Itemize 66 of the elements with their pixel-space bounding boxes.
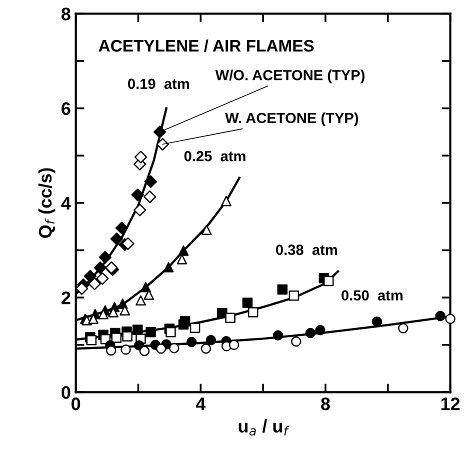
point <box>217 308 228 318</box>
point <box>291 336 302 347</box>
annotation: 0.19 atm <box>128 78 189 89</box>
point <box>288 290 300 301</box>
annotation: 0.50 atm <box>342 290 403 301</box>
point <box>86 334 97 346</box>
y-tick-label: 6 <box>62 102 70 116</box>
point <box>225 312 236 324</box>
point <box>136 295 146 306</box>
point <box>315 325 326 336</box>
point <box>110 232 124 246</box>
point <box>75 282 88 295</box>
point <box>156 344 166 354</box>
point <box>180 316 190 326</box>
x-tick-label: 4 <box>196 398 206 410</box>
x-axis-title: u$_{a}$ / u$_{f}$ <box>238 419 290 436</box>
point <box>248 307 258 318</box>
point <box>122 237 134 250</box>
point <box>131 188 144 202</box>
y-tick-label: 2 <box>62 291 70 304</box>
annotation: 0.25 atm <box>184 150 246 162</box>
point <box>166 326 176 338</box>
point <box>84 270 97 283</box>
annotation: 0.38 atm <box>276 244 337 256</box>
point <box>372 316 382 327</box>
point <box>323 276 334 286</box>
point <box>94 261 107 274</box>
x-tick-label: 0 <box>72 398 80 410</box>
point <box>242 298 253 308</box>
point <box>120 344 131 355</box>
point <box>163 262 174 272</box>
point <box>96 272 109 285</box>
point <box>277 284 288 295</box>
point <box>133 204 146 216</box>
point <box>206 334 216 346</box>
point <box>122 331 132 342</box>
y-tick-label: 8 <box>62 8 70 20</box>
point <box>144 175 158 188</box>
y-axis-title: Q$_{f}$ (cc/s) <box>38 168 56 238</box>
annotation: W/O. ACETONE (TYP) <box>215 70 364 84</box>
y-tick-label: 0 <box>62 386 70 399</box>
point <box>132 324 143 335</box>
point <box>186 336 197 348</box>
point <box>435 310 446 322</box>
point <box>115 222 128 234</box>
point <box>272 330 284 341</box>
point <box>111 332 122 343</box>
point <box>178 246 189 256</box>
x-tick-label: 8 <box>321 398 330 410</box>
point <box>190 322 200 333</box>
x-tick-label: 12 <box>441 398 460 410</box>
point <box>156 138 169 151</box>
text: ACETYLENE / AIR FLAMES <box>98 39 314 52</box>
point <box>98 250 112 264</box>
y-tick-label: 4 <box>61 197 71 210</box>
annotation: W. ACETONE (TYP) <box>225 112 358 126</box>
point <box>146 326 156 338</box>
point <box>88 277 101 290</box>
point <box>445 314 456 324</box>
point <box>134 150 148 164</box>
point <box>143 190 156 204</box>
point <box>200 344 212 354</box>
point <box>106 345 116 356</box>
point <box>305 328 316 338</box>
point <box>140 282 151 292</box>
point <box>153 126 166 138</box>
